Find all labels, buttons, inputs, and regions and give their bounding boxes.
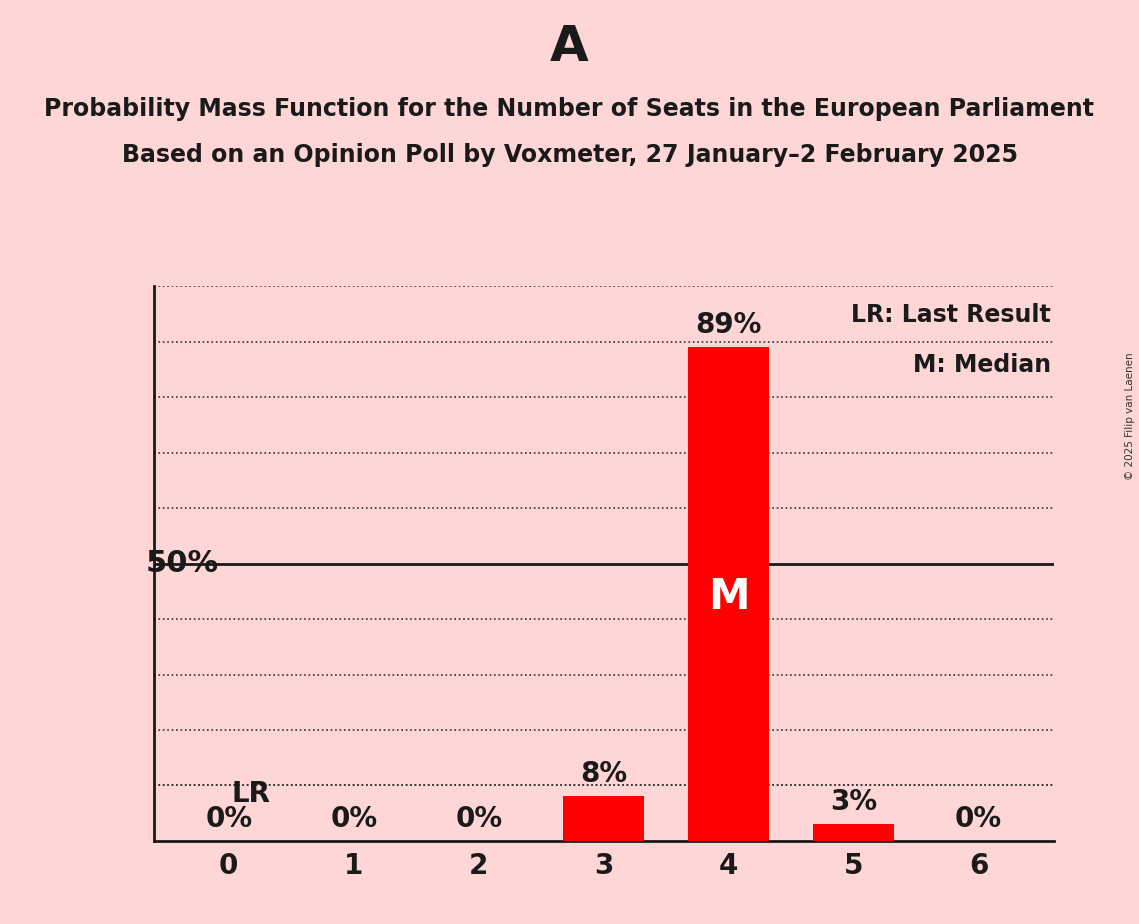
Text: 50%: 50% [146,549,219,578]
Text: M: Median: M: Median [913,353,1051,377]
Text: 0%: 0% [330,805,377,833]
Text: LR: LR [231,780,270,808]
Text: Based on an Opinion Poll by Voxmeter, 27 January–2 February 2025: Based on an Opinion Poll by Voxmeter, 27… [122,143,1017,167]
Text: 3%: 3% [830,788,877,816]
Text: A: A [550,23,589,71]
Text: M: M [708,576,749,618]
Text: LR: Last Result: LR: Last Result [851,303,1051,327]
Text: 0%: 0% [456,805,502,833]
Text: 0%: 0% [954,805,1002,833]
Bar [813,824,894,841]
Text: Probability Mass Function for the Number of Seats in the European Parliament: Probability Mass Function for the Number… [44,97,1095,121]
Text: 89%: 89% [696,311,762,339]
Text: © 2025 Filip van Laenen: © 2025 Filip van Laenen [1125,352,1134,480]
Text: 0%: 0% [205,805,253,833]
Bar [688,347,769,841]
Bar [563,796,645,841]
Text: 8%: 8% [580,760,628,788]
